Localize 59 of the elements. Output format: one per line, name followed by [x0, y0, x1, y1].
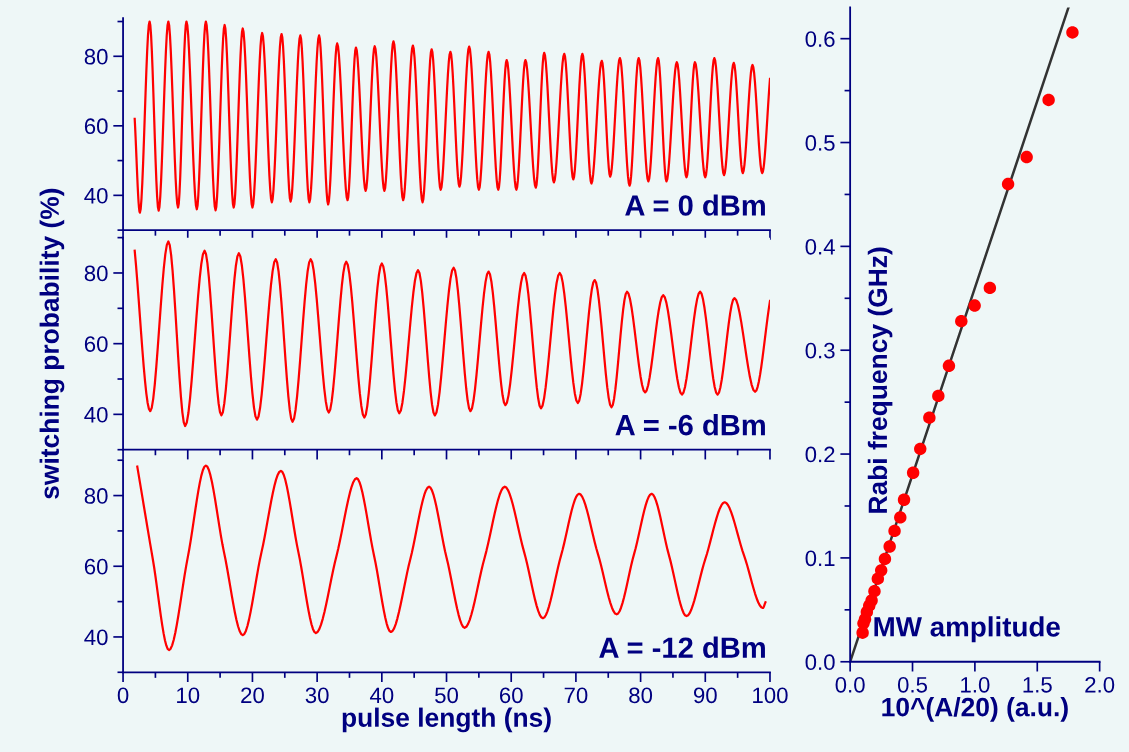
point: [1001, 177, 1015, 191]
annotation: A = -6 dBm: [615, 414, 765, 436]
x-tick-label: 20: [241, 687, 264, 704]
point: [983, 281, 997, 295]
x-tick-label: 10: [177, 687, 200, 704]
y-tick-label: 80: [84, 48, 108, 65]
point: [923, 411, 936, 424]
y-tick-label: 40: [84, 629, 108, 646]
point: [1042, 93, 1055, 107]
x-axis-title: 10^(A/20) (a.u.): [882, 697, 1068, 722]
y-tick-label: 0.2: [805, 446, 835, 463]
x-tick-label: 0.0: [835, 676, 865, 693]
y-tick-label: 60: [84, 118, 108, 135]
point: [1066, 26, 1079, 39]
point: [883, 540, 896, 553]
x-tick-label: 50: [435, 687, 459, 704]
y-tick-label: 0.1: [805, 550, 835, 567]
point: [914, 442, 927, 456]
x-tick-label: 70: [564, 687, 588, 704]
point: [856, 626, 869, 639]
x-tick-label: 40: [369, 687, 394, 704]
point: [897, 493, 911, 506]
point: [968, 299, 981, 312]
x-tick-label: 100: [753, 687, 788, 704]
point: [932, 389, 945, 403]
y-tick-label: 80: [84, 265, 108, 282]
annotation: A = -12 dBm: [599, 636, 765, 659]
x-tick-label: 2.0: [1085, 676, 1115, 693]
y-axis-title: Rabi frequency (GHz): [867, 247, 893, 513]
y-tick-label: 0.6: [805, 31, 835, 47]
x-tick-label: 90: [693, 687, 717, 704]
y-tick-label: 60: [84, 336, 108, 352]
y-tick-label: 40: [84, 187, 108, 204]
point: [871, 572, 885, 585]
point: [878, 552, 892, 566]
y-tick-label: 0.0: [805, 654, 835, 671]
point: [894, 511, 907, 524]
y-tick-label: 40: [84, 406, 108, 423]
point: [942, 359, 956, 373]
annotation: MW amplitude: [874, 616, 1060, 643]
point: [906, 466, 920, 479]
point: [888, 524, 901, 538]
point: [955, 314, 968, 328]
x-tick-label: 0.5: [897, 676, 928, 693]
x-axis-title: pulse length (ns): [342, 707, 551, 733]
x-tick-label: 30: [305, 687, 329, 704]
annotation: A = 0 dBm: [625, 194, 765, 216]
x-tick-label: 1.5: [1023, 677, 1052, 693]
y-tick-label: 0.3: [805, 342, 835, 359]
point: [1020, 150, 1033, 164]
x-tick-label: 0: [117, 687, 129, 704]
y-tick-label: 0.4: [805, 238, 835, 255]
y-axis-title: switching probability (%): [39, 188, 65, 499]
y-tick-label: 0.5: [805, 135, 835, 151]
y-tick-label: 80: [84, 488, 108, 504]
x-tick-label: 1.0: [961, 676, 990, 693]
x-tick-label: 60: [499, 687, 523, 704]
x-tick-label: 80: [629, 687, 653, 704]
y-tick-label: 60: [84, 558, 108, 575]
